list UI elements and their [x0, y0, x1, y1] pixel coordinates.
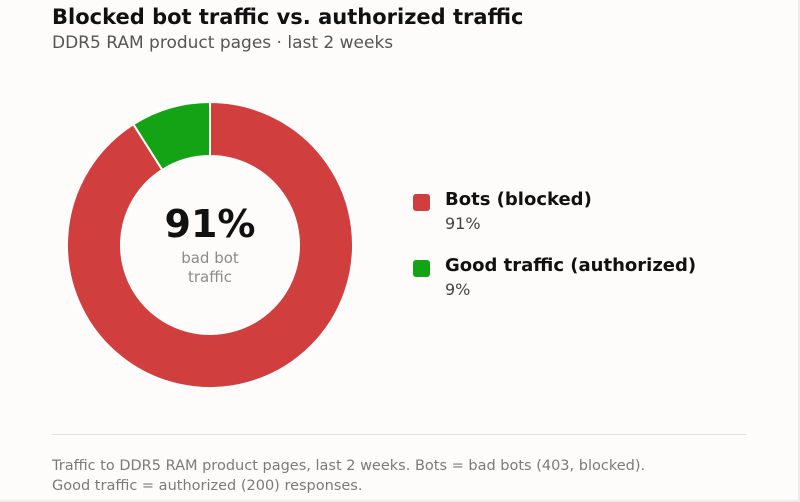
donut-hole — [122, 157, 298, 333]
chart-footnote: Traffic to DDR5 RAM product pages, last … — [52, 456, 752, 496]
legend-item-good-traffic: Good traffic (authorized) 9% — [413, 254, 696, 302]
donut-slices — [66, 100, 354, 389]
footnote-line-1: Traffic to DDR5 RAM product pages, last … — [52, 458, 646, 474]
legend-value-good-traffic: 9% — [445, 280, 471, 299]
footnote-divider — [52, 434, 747, 435]
legend-swatch-bots — [413, 194, 430, 211]
legend-label-good-traffic: Good traffic (authorized) — [445, 255, 697, 276]
donut-slice-bots — [66, 100, 354, 389]
center-caption-line-1: bad bot — [181, 249, 239, 267]
center-caption-line-2: traffic — [188, 268, 232, 286]
chart-title: Blocked bot traffic vs. authorized traff… — [52, 5, 524, 29]
legend-value-bots: 91% — [445, 214, 481, 233]
footnote-line-2: Good traffic = authorized (200) response… — [52, 478, 363, 494]
donut-slice-good-traffic — [131, 100, 211, 172]
chart-subtitle: DDR5 RAM product pages · last 2 weeks — [52, 33, 394, 53]
legend-label-bots: Bots (blocked) — [445, 189, 592, 210]
legend-swatch-good-traffic — [413, 260, 430, 277]
chart-legend: Bots (blocked) 91% Good traffic (authori… — [413, 188, 696, 320]
center-value-label: 91% — [165, 202, 256, 246]
legend-item-bots: Bots (blocked) 91% — [413, 188, 696, 236]
